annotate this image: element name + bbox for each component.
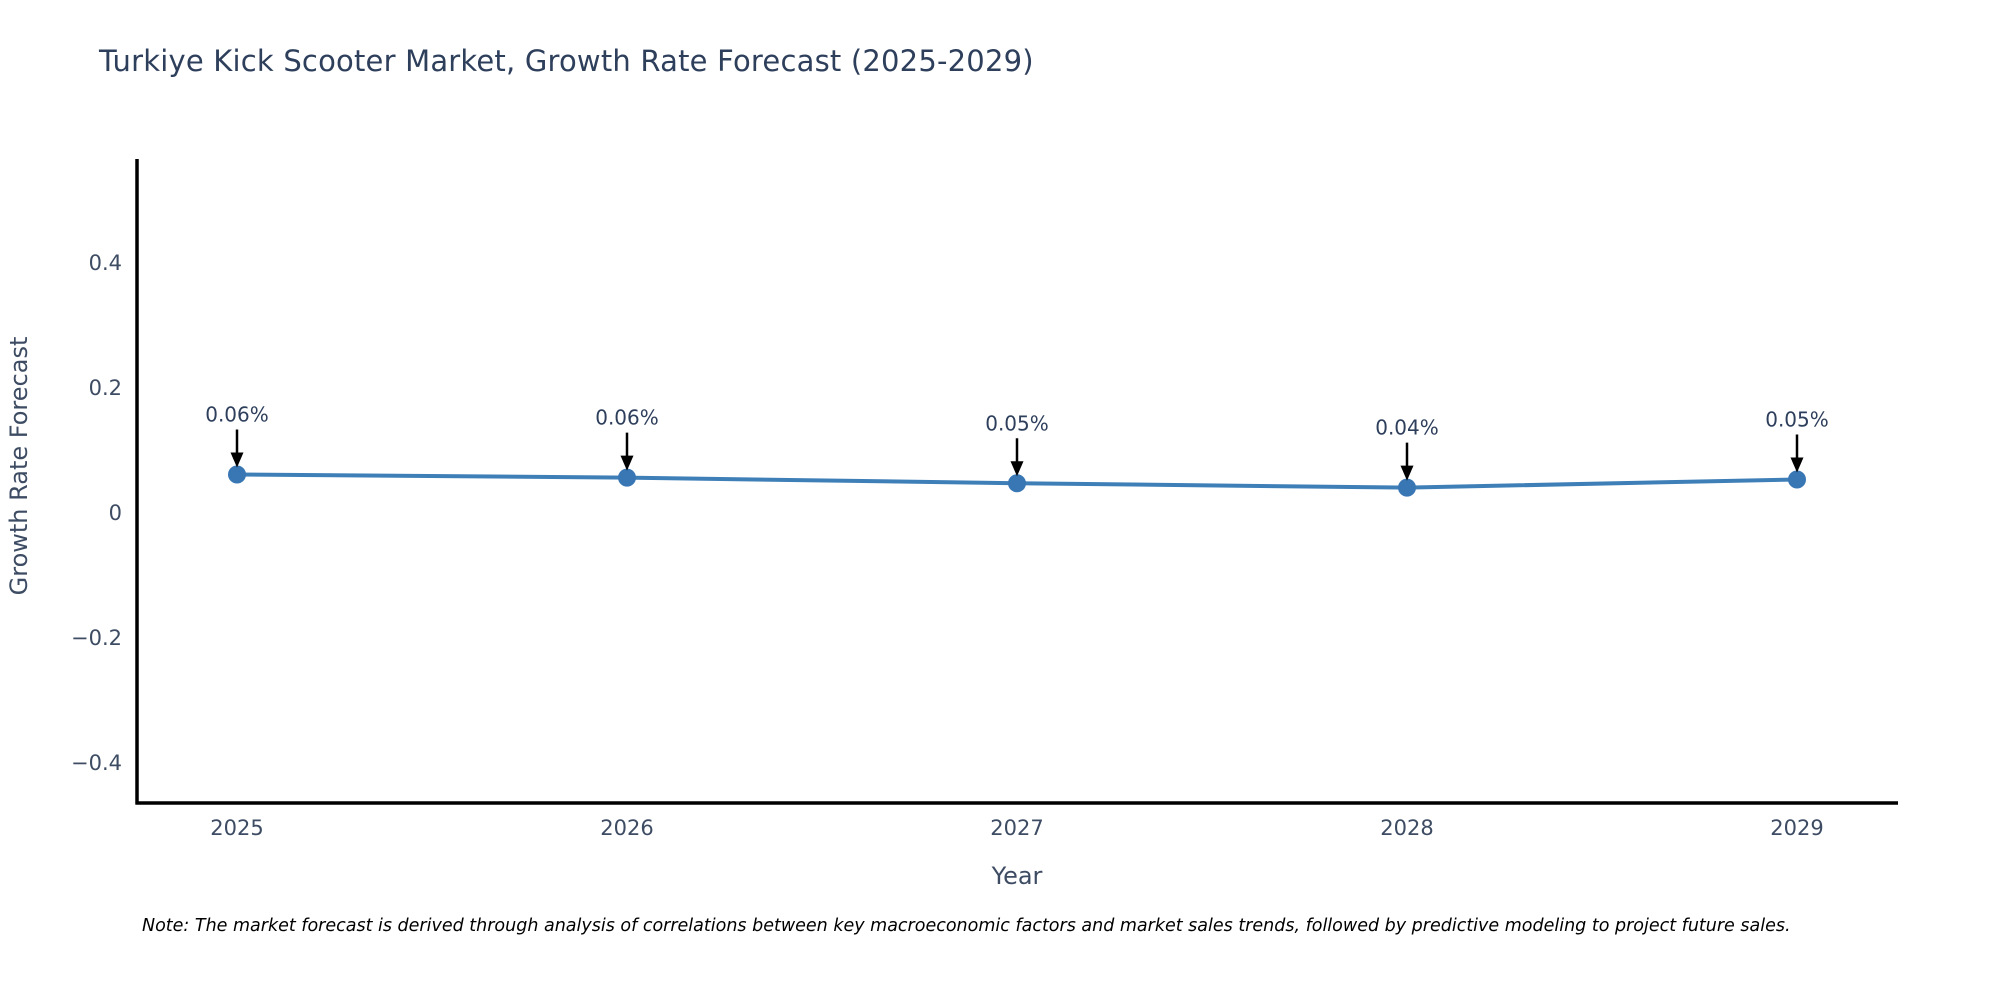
y-tick-label: −0.4 [71, 751, 122, 775]
y-tick-label: 0.2 [89, 376, 122, 400]
point-annotation-label: 0.05% [985, 411, 1049, 435]
annotation-arrow-head [1010, 461, 1024, 477]
y-tick-label: −0.2 [71, 626, 122, 650]
x-tick-label: 2026 [600, 816, 653, 840]
point-annotation-label: 0.04% [1375, 416, 1439, 440]
x-tick-label: 2025 [210, 816, 263, 840]
x-tick-label: 2027 [990, 816, 1043, 840]
point-annotation-label: 0.06% [205, 403, 269, 427]
data-point-marker [1788, 470, 1806, 489]
annotation-arrow-head [230, 452, 244, 468]
point-annotation-label: 0.05% [1765, 408, 1829, 432]
footnote-text: Note: The market forecast is derived thr… [142, 916, 1791, 936]
x-tick-label: 2029 [1770, 816, 1823, 840]
data-point-marker [1008, 474, 1026, 493]
annotation-arrow-head [620, 455, 634, 471]
y-tick-label: 0.4 [89, 251, 122, 275]
chart-title: Turkiye Kick Scooter Market, Growth Rate… [99, 44, 1034, 78]
y-tick-label: 0 [109, 501, 122, 525]
data-point-marker [618, 468, 636, 487]
data-point-marker [1398, 478, 1416, 497]
point-annotation-label: 0.06% [595, 406, 659, 430]
annotation-arrow-head [1400, 465, 1414, 481]
x-axis-title: Year [991, 862, 1043, 890]
x-tick-label: 2028 [1380, 816, 1433, 840]
data-point-marker [228, 465, 246, 484]
y-axis-title: Growth Rate Forecast [5, 337, 33, 596]
annotation-arrow-head [1790, 457, 1804, 473]
